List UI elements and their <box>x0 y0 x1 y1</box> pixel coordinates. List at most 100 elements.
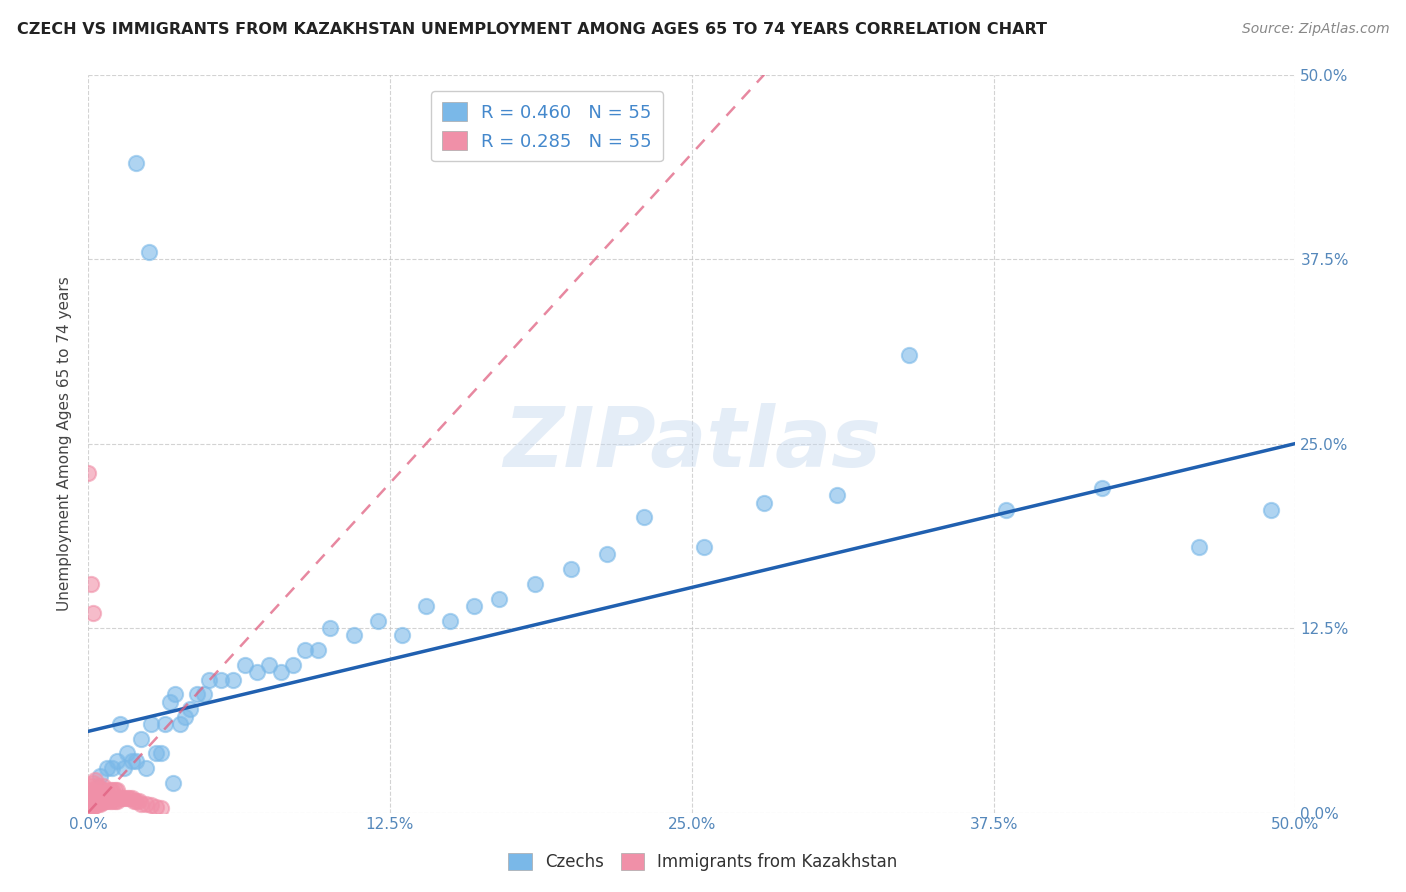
Point <box>77 466 100 480</box>
Point <box>463 599 485 613</box>
Point <box>139 717 162 731</box>
Point <box>77 798 100 813</box>
Point <box>523 576 546 591</box>
Point <box>89 781 111 796</box>
Point <box>105 754 128 768</box>
Point <box>165 688 187 702</box>
Point <box>112 761 135 775</box>
Point <box>560 562 582 576</box>
Point <box>159 695 181 709</box>
Point <box>77 783 100 797</box>
Point <box>121 790 143 805</box>
Point <box>246 665 269 680</box>
Point <box>94 794 117 808</box>
Point <box>115 790 138 805</box>
Point <box>96 785 118 799</box>
Point <box>149 801 172 815</box>
Point <box>115 747 138 761</box>
Point <box>318 621 340 635</box>
Point <box>169 717 191 731</box>
Point <box>283 657 305 672</box>
Point <box>91 788 114 802</box>
Point <box>84 792 107 806</box>
Point <box>77 803 100 817</box>
Point <box>439 614 461 628</box>
Point <box>125 794 148 808</box>
Point <box>222 673 245 687</box>
Point <box>179 702 201 716</box>
Point <box>193 688 215 702</box>
Point <box>79 797 101 811</box>
Point <box>82 607 104 621</box>
Point <box>112 790 135 805</box>
Point <box>125 156 148 170</box>
Point <box>79 790 101 805</box>
Point <box>596 547 619 561</box>
Point <box>89 797 111 811</box>
Point <box>994 503 1017 517</box>
Point <box>94 783 117 797</box>
Point <box>149 747 172 761</box>
Point <box>307 643 329 657</box>
Point <box>186 688 208 702</box>
Point <box>111 790 134 805</box>
Point <box>1188 540 1211 554</box>
Point <box>129 731 152 746</box>
Point <box>105 794 128 808</box>
Point <box>155 717 177 731</box>
Point <box>89 790 111 805</box>
Point <box>101 783 124 797</box>
Text: CZECH VS IMMIGRANTS FROM KAZAKHSTAN UNEMPLOYMENT AMONG AGES 65 TO 74 YEARS CORRE: CZECH VS IMMIGRANTS FROM KAZAKHSTAN UNEM… <box>17 22 1047 37</box>
Legend: R = 0.460   N = 55, R = 0.285   N = 55: R = 0.460 N = 55, R = 0.285 N = 55 <box>430 91 664 161</box>
Point <box>415 599 437 613</box>
Point <box>87 788 110 802</box>
Point <box>825 488 848 502</box>
Point <box>233 657 256 672</box>
Point <box>145 799 167 814</box>
Point <box>198 673 221 687</box>
Point <box>96 761 118 775</box>
Point <box>91 795 114 809</box>
Point <box>82 799 104 814</box>
Point <box>84 798 107 813</box>
Point <box>343 628 366 642</box>
Point <box>367 614 389 628</box>
Point <box>101 794 124 808</box>
Point <box>633 510 655 524</box>
Point <box>128 794 150 808</box>
Point <box>122 794 145 808</box>
Point <box>87 779 110 793</box>
Point <box>391 628 413 642</box>
Point <box>162 776 184 790</box>
Text: Source: ZipAtlas.com: Source: ZipAtlas.com <box>1241 22 1389 37</box>
Y-axis label: Unemployment Among Ages 65 to 74 years: Unemployment Among Ages 65 to 74 years <box>58 277 72 611</box>
Point <box>82 788 104 802</box>
Point <box>101 761 124 775</box>
Point <box>145 747 167 761</box>
Point <box>89 769 111 783</box>
Point <box>121 754 143 768</box>
Point <box>129 797 152 811</box>
Point <box>125 754 148 768</box>
Point <box>488 591 510 606</box>
Point <box>257 657 280 672</box>
Point <box>104 783 127 797</box>
Point <box>1091 481 1114 495</box>
Point <box>104 794 127 808</box>
Point <box>77 790 100 805</box>
Point <box>79 801 101 815</box>
Point <box>98 794 121 808</box>
Point <box>139 798 162 813</box>
Point <box>79 576 101 591</box>
Point <box>209 673 232 687</box>
Point <box>79 779 101 793</box>
Point <box>108 717 131 731</box>
Point <box>91 779 114 793</box>
Point <box>84 773 107 788</box>
Point <box>118 790 141 805</box>
Text: ZIPatlas: ZIPatlas <box>503 403 880 484</box>
Point <box>1260 503 1282 517</box>
Point <box>754 495 776 509</box>
Point <box>135 761 157 775</box>
Point <box>135 797 157 811</box>
